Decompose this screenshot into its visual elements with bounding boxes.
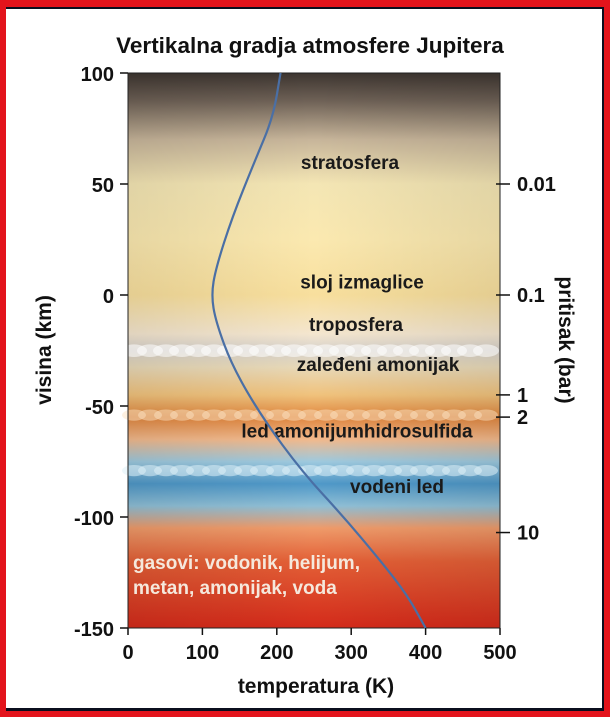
- y-tick-label: -100: [74, 508, 114, 530]
- y-tick-label: 100: [81, 64, 114, 86]
- x-tick-label: 0: [122, 642, 133, 664]
- y-tick-label: 50: [92, 175, 114, 197]
- cloud-puff: [474, 465, 498, 477]
- pressure-tick-label: 0.1: [517, 285, 545, 307]
- x-tick-label: 400: [409, 642, 442, 664]
- cloud-puff: [473, 344, 499, 358]
- pressure-tick-label: 10: [517, 523, 539, 545]
- x-axis-label: temperatura (K): [238, 675, 394, 698]
- y-tick-label: -50: [85, 397, 114, 419]
- x-tick-label: 100: [186, 642, 219, 664]
- chart-title: Vertikalna gradja atmosfere Jupitera: [116, 33, 504, 58]
- pressure-tick-label: 1: [517, 385, 528, 407]
- pressure-tick-label: 0.01: [517, 174, 556, 196]
- gas-note-line: gasovi: vodonik, helijum,: [133, 553, 360, 574]
- layer-label: stratosfera: [301, 153, 400, 174]
- y-tick-label: -150: [74, 619, 114, 641]
- y2-axis-label: pritisak (bar): [554, 276, 577, 403]
- x-tick-label: 500: [483, 642, 516, 664]
- layer-label: vodeni led: [350, 477, 444, 498]
- x-tick-label: 300: [335, 642, 368, 664]
- layer-label: troposfera: [309, 315, 403, 336]
- cloud-puff: [474, 409, 498, 421]
- y-axis-label: visina (km): [33, 295, 56, 405]
- layer-label: sloj izmaglice: [300, 273, 424, 294]
- plot-frame: [127, 72, 501, 629]
- cloud-bands: [121, 344, 499, 477]
- gas-note-line: metan, amonijak, voda: [133, 578, 337, 599]
- temperature-profile-line: [211, 72, 427, 629]
- layer-label: led amonijumhidrosulfida: [241, 421, 473, 442]
- x-tick-label: 200: [260, 642, 293, 664]
- pressure-tick-label: 2: [517, 407, 528, 429]
- layer-label: zaleđeni amonijak: [297, 355, 460, 376]
- y-tick-label: 0: [103, 286, 114, 308]
